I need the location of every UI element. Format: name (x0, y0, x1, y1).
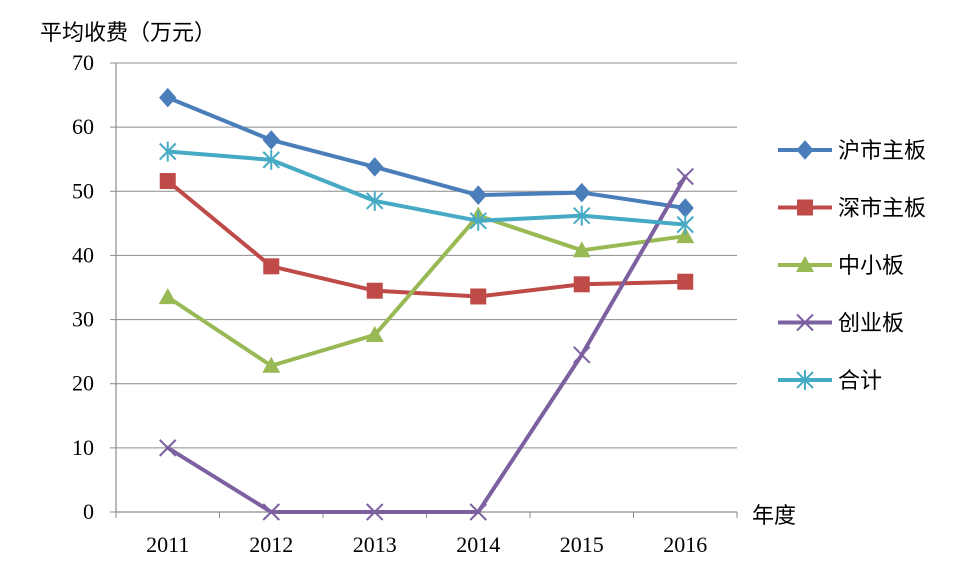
data-point-marker (573, 205, 591, 226)
data-point-marker (366, 503, 384, 521)
data-point-marker (573, 276, 590, 293)
x-axis-title: 年度 (752, 504, 796, 529)
legend-item: 合计 (778, 369, 882, 394)
data-point-marker (366, 157, 384, 177)
legend-label: 合计 (838, 369, 882, 394)
legend-label: 深市主板 (838, 197, 926, 222)
legend-item: 沪市主板 (778, 139, 926, 164)
y-tick-label: 60 (72, 114, 94, 139)
data-point-marker (158, 288, 177, 305)
data-point-marker (573, 346, 591, 364)
y-tick-label: 20 (72, 371, 94, 396)
series-3 (158, 206, 695, 373)
y-tick-label: 40 (72, 242, 94, 267)
legend-swatch-marker (796, 256, 814, 272)
legend-item: 中小板 (778, 254, 904, 279)
data-point-marker (262, 503, 280, 521)
x-tick-label: 2013 (353, 532, 397, 557)
y-tick-label: 10 (72, 435, 94, 460)
data-point-marker (366, 282, 383, 299)
data-point-marker (366, 190, 384, 211)
y-axis-title: 平均收费（万元） (40, 21, 216, 46)
y-tick-label: 30 (72, 307, 94, 332)
legend-swatch-marker (796, 313, 814, 332)
y-tick-label: 0 (83, 499, 94, 524)
data-point-marker (676, 167, 694, 186)
x-tick-label: 2012 (249, 532, 293, 557)
series-lines (158, 87, 695, 521)
data-point-marker (469, 210, 487, 231)
y-tick-label: 50 (72, 178, 94, 203)
data-point-marker (365, 325, 384, 342)
x-tick-label: 2016 (663, 532, 707, 557)
legend-item: 深市主板 (778, 197, 926, 222)
series-line (165, 179, 688, 299)
data-point-marker (572, 241, 591, 258)
data-point-marker (573, 182, 591, 203)
y-tick-label: 70 (72, 50, 94, 75)
data-point-marker (159, 173, 176, 190)
data-point-marker (677, 273, 694, 290)
data-point-marker (469, 503, 487, 521)
data-point-marker (676, 227, 695, 244)
legend-label: 创业板 (838, 312, 904, 337)
series-line (165, 213, 688, 368)
data-point-marker (159, 87, 177, 108)
series-1 (159, 87, 694, 218)
axes: 平均收费（万元） 年度 0 10 20 30 40 50 60 70 2011 2012 2013 2… (40, 21, 796, 557)
data-point-marker (262, 356, 281, 373)
data-point-marker (676, 198, 694, 218)
data-point-marker (262, 130, 280, 150)
legend-item: 创业板 (778, 312, 904, 337)
legend-label: 中小板 (838, 254, 904, 279)
data-point-marker (676, 214, 694, 235)
legend-label: 沪市主板 (838, 139, 926, 164)
x-tick-label: 2015 (560, 532, 604, 557)
data-point-marker (159, 141, 177, 162)
data-point-marker (263, 258, 280, 275)
data-point-marker (470, 288, 487, 305)
legend-swatch-marker (797, 199, 813, 216)
series-4 (159, 167, 694, 521)
series-5 (159, 141, 694, 235)
data-point-marker (262, 149, 280, 170)
x-tick-label: 2011 (146, 532, 189, 557)
data-point-marker (469, 185, 487, 205)
series-line (165, 174, 688, 514)
series-2 (159, 173, 694, 305)
series-line (165, 95, 688, 210)
legend-swatch-marker (796, 370, 814, 390)
x-tick-label: 2014 (456, 532, 500, 557)
data-point-marker (159, 439, 177, 457)
gridlines (116, 62, 737, 449)
series-line (165, 149, 688, 227)
legend-swatch-marker (796, 140, 814, 160)
